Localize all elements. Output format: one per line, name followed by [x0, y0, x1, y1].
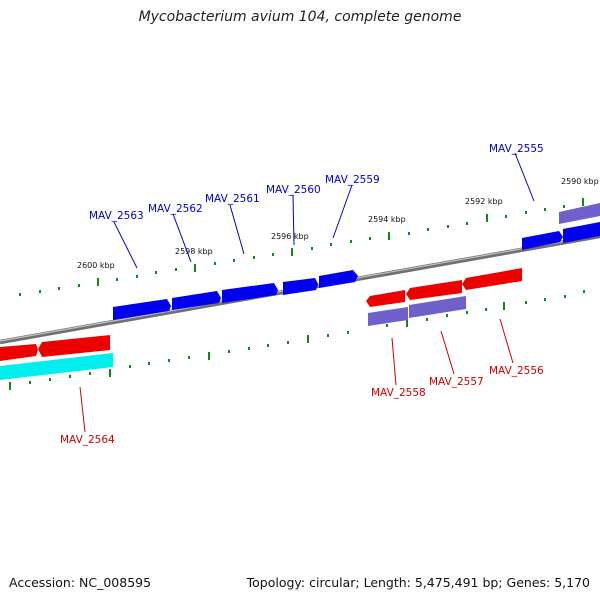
gene-mav-2558[interactable]: [366, 290, 405, 307]
label-mav-2556: MAV_2556: [489, 365, 544, 377]
gene-left-edge-2[interactable]: [38, 335, 110, 357]
kbp-label-2596: 2596 kbp: [271, 232, 309, 241]
outer-tick-ring: [19, 198, 584, 296]
gene-mav-2557[interactable]: [406, 280, 462, 300]
label-mav-2562: MAV_2562: [148, 203, 203, 215]
label-mav-2563: MAV_2563: [89, 210, 144, 222]
gene-mav-2556[interactable]: [462, 268, 522, 290]
reverse-strand-genes: [0, 268, 522, 380]
forward-strand-genes: [113, 203, 600, 320]
rna-gene-mav-2558[interactable]: [368, 307, 408, 326]
gene-mav-2563[interactable]: [113, 299, 171, 320]
accession-text: Accession: NC_008595: [9, 575, 152, 590]
label-mav-2555: MAV_2555: [489, 143, 544, 155]
genome-summary-text: Topology: circular; Length: 5,475,491 bp…: [246, 575, 590, 590]
gene-mav-2555-a[interactable]: [522, 231, 563, 250]
gene-mav-2564[interactable]: [0, 353, 113, 380]
gene-mav-2560[interactable]: [283, 278, 318, 295]
label-mav-2560: MAV_2560: [266, 184, 321, 196]
rna-gene-forward[interactable]: [559, 203, 600, 224]
kbp-label-2598: 2598 kbp: [175, 247, 213, 256]
gene-mav-2559[interactable]: [319, 270, 358, 288]
label-mav-2564: MAV_2564: [60, 434, 115, 446]
kbp-label-2594: 2594 kbp: [368, 215, 406, 224]
kbp-label-2590: 2590 kbp: [561, 177, 599, 186]
gene-mav-2555-b[interactable]: [563, 222, 600, 243]
label-mav-2561: MAV_2561: [205, 193, 260, 205]
kbp-label-2600: 2600 kbp: [77, 261, 115, 270]
label-mav-2559: MAV_2559: [325, 174, 380, 186]
gene-mav-2561[interactable]: [222, 283, 278, 303]
rna-gene-mav-2557[interactable]: [409, 296, 466, 318]
map-title: Mycobacterium avium 104, complete genome: [138, 9, 462, 25]
label-mav-2557: MAV_2557: [429, 376, 484, 388]
label-leader-lines: [79, 152, 535, 433]
label-mav-2558: MAV_2558: [371, 387, 426, 399]
gene-left-edge[interactable]: [0, 344, 38, 361]
gene-mav-2562[interactable]: [172, 291, 221, 310]
kbp-label-2592: 2592 kbp: [465, 197, 503, 206]
inner-tick-ring: [9, 290, 585, 390]
